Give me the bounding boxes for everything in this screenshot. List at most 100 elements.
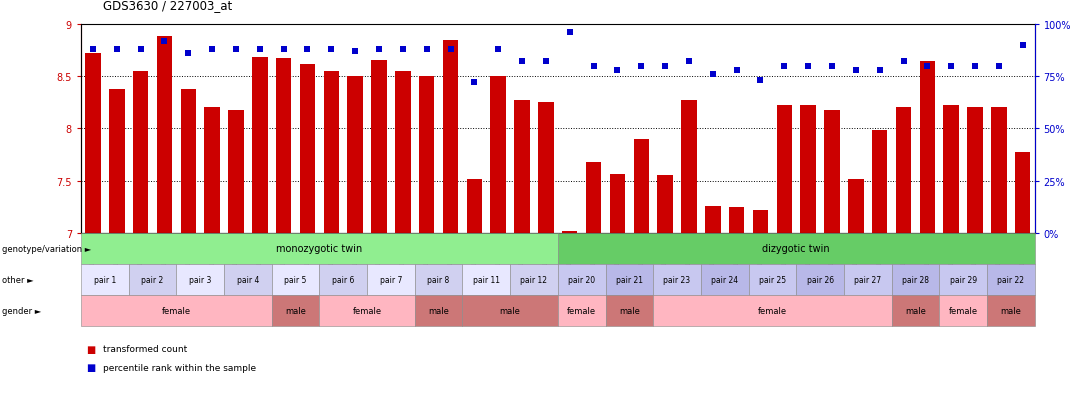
Bar xyxy=(157,37,172,233)
Point xyxy=(227,47,244,53)
Point xyxy=(775,63,793,70)
Point xyxy=(872,67,889,74)
Text: pair 25: pair 25 xyxy=(759,275,786,284)
Point xyxy=(847,67,864,74)
Text: other ►: other ► xyxy=(2,275,33,284)
Text: pair 11: pair 11 xyxy=(473,275,500,284)
Point xyxy=(967,63,984,70)
Point xyxy=(680,59,698,66)
Point xyxy=(1014,43,1031,49)
Point xyxy=(442,47,459,53)
Bar xyxy=(514,101,530,233)
Text: female: female xyxy=(162,306,191,315)
Text: ■: ■ xyxy=(86,363,96,373)
Text: pair 20: pair 20 xyxy=(568,275,595,284)
Text: pair 22: pair 22 xyxy=(997,275,1024,284)
Text: pair 12: pair 12 xyxy=(521,275,548,284)
Bar xyxy=(395,72,410,233)
Bar xyxy=(634,140,649,233)
Text: pair 23: pair 23 xyxy=(663,275,690,284)
Text: pair 7: pair 7 xyxy=(380,275,402,284)
Bar xyxy=(895,108,912,233)
Point xyxy=(203,47,220,53)
Point xyxy=(252,47,269,53)
Bar xyxy=(180,90,197,233)
Bar xyxy=(228,110,244,233)
Bar xyxy=(467,179,482,233)
Point xyxy=(179,51,197,57)
Bar xyxy=(585,162,602,233)
Bar xyxy=(753,210,768,233)
Text: pair 6: pair 6 xyxy=(332,275,354,284)
Text: male: male xyxy=(619,306,639,315)
Bar xyxy=(443,40,458,233)
Point xyxy=(84,47,102,53)
Point xyxy=(633,63,650,70)
Text: male: male xyxy=(500,306,521,315)
Bar xyxy=(681,101,697,233)
Text: male: male xyxy=(285,306,306,315)
Point xyxy=(728,67,745,74)
Bar xyxy=(824,110,840,233)
Text: percentile rank within the sample: percentile rank within the sample xyxy=(103,363,256,372)
Bar xyxy=(610,175,625,233)
Text: transformed count: transformed count xyxy=(103,344,187,354)
Point xyxy=(895,59,913,66)
Bar xyxy=(705,206,720,233)
Point xyxy=(465,80,483,86)
Text: female: female xyxy=(567,306,596,315)
Point xyxy=(418,47,435,53)
Point xyxy=(275,47,293,53)
Bar xyxy=(372,61,387,233)
Point xyxy=(657,63,674,70)
Bar xyxy=(729,207,744,233)
Text: pair 3: pair 3 xyxy=(189,275,212,284)
Text: male: male xyxy=(428,306,449,315)
Text: genotype/variation ►: genotype/variation ► xyxy=(2,244,92,253)
Text: male: male xyxy=(905,306,926,315)
Point xyxy=(752,78,769,84)
Bar xyxy=(1015,153,1030,233)
Text: pair 4: pair 4 xyxy=(237,275,259,284)
Point xyxy=(919,63,936,70)
Text: ■: ■ xyxy=(86,344,96,354)
Point xyxy=(990,63,1008,70)
Bar xyxy=(562,231,578,233)
Bar xyxy=(800,106,815,233)
Point xyxy=(704,71,721,78)
Bar xyxy=(348,77,363,233)
Text: monozygotic twin: monozygotic twin xyxy=(276,244,363,254)
Text: male: male xyxy=(1000,306,1022,315)
Bar xyxy=(324,72,339,233)
Point xyxy=(585,63,603,70)
Point xyxy=(513,59,530,66)
Point xyxy=(347,49,364,55)
Bar xyxy=(275,59,292,233)
Point xyxy=(370,47,388,53)
Point xyxy=(132,47,149,53)
Text: dizygotic twin: dizygotic twin xyxy=(762,244,831,254)
Bar xyxy=(252,58,268,233)
Point xyxy=(537,59,554,66)
Bar xyxy=(419,77,434,233)
Bar xyxy=(968,108,983,233)
Bar xyxy=(872,131,888,233)
Text: pair 28: pair 28 xyxy=(902,275,929,284)
Text: pair 26: pair 26 xyxy=(807,275,834,284)
Bar xyxy=(133,72,148,233)
Text: gender ►: gender ► xyxy=(2,306,41,315)
Bar xyxy=(848,179,864,233)
Bar xyxy=(300,64,315,233)
Text: female: female xyxy=(948,306,977,315)
Bar xyxy=(991,108,1007,233)
Bar xyxy=(919,62,935,233)
Bar xyxy=(85,54,100,233)
Point xyxy=(394,47,411,53)
Text: female: female xyxy=(758,306,787,315)
Point xyxy=(799,63,816,70)
Text: female: female xyxy=(352,306,381,315)
Text: pair 27: pair 27 xyxy=(854,275,881,284)
Point xyxy=(609,67,626,74)
Text: GDS3630 / 227003_at: GDS3630 / 227003_at xyxy=(103,0,232,12)
Point xyxy=(156,38,173,45)
